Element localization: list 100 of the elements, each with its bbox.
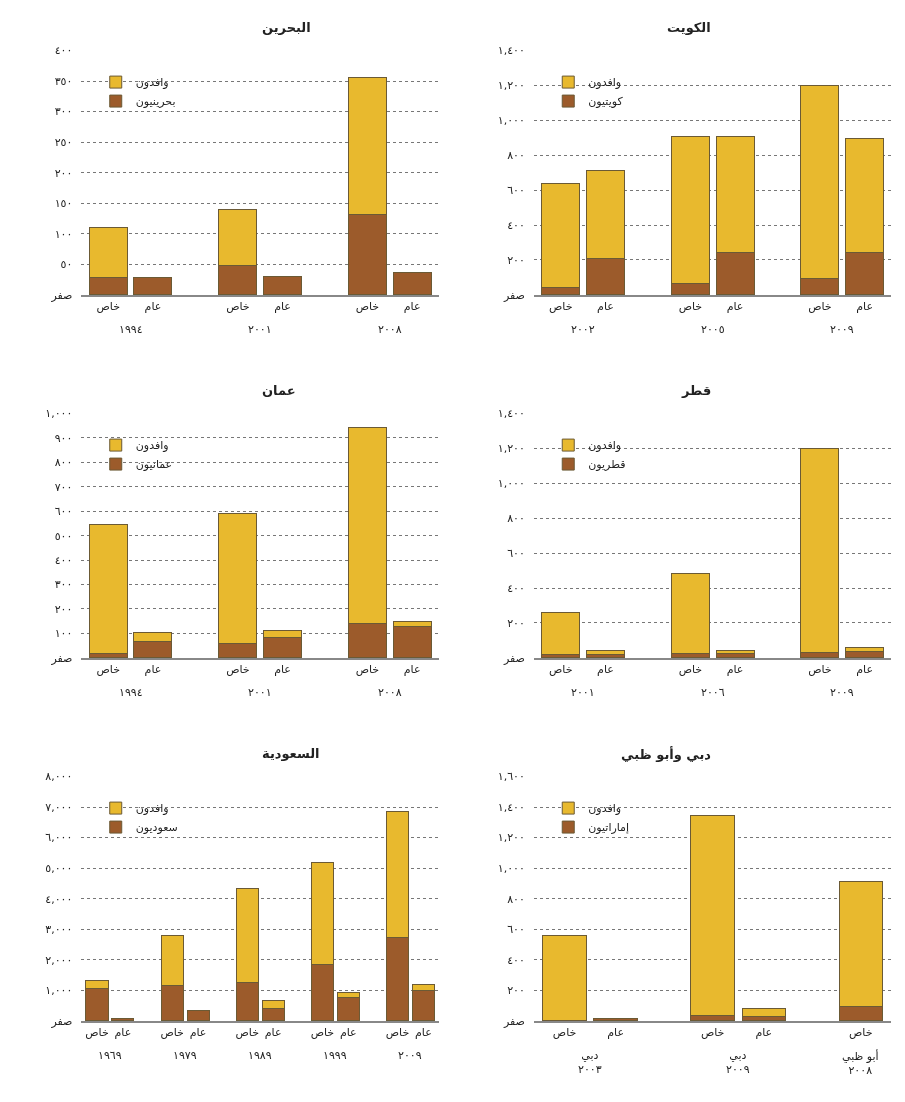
y-tick-label: ١,٦٠٠ — [497, 770, 525, 784]
y-tick-label: ١٠٠ — [54, 627, 73, 641]
y-tick-label: ٣٠٠ — [54, 578, 73, 592]
legend-label: وافدون — [588, 439, 622, 453]
legend-label: إماراتيون — [588, 821, 630, 835]
y-tick-label: ١,٢٠٠ — [497, 79, 525, 93]
x-tick-label: عام — [114, 1025, 132, 1039]
legend-label: سعوديون — [135, 821, 178, 835]
x-tick-label: عام — [415, 1025, 432, 1039]
y-tick-label: ٢٠٠ — [507, 984, 525, 998]
x-tick-label: عام — [264, 1025, 282, 1039]
y-tick-label: ٧٠٠ — [54, 480, 73, 494]
legend-label: كويتيون — [588, 95, 624, 109]
y-tick-label: ٦,٠٠٠ — [45, 831, 73, 845]
legend-label: وافدون — [588, 802, 622, 816]
y-tick-label: ٢,٠٠٠ — [45, 953, 73, 967]
chart-title: الكويت — [667, 20, 711, 35]
legend-label: بحرينيون — [135, 95, 176, 109]
y-tick-label: ٣,٠٠٠ — [45, 923, 73, 937]
x-tick-label: خاص — [808, 299, 832, 313]
y-tick-label: ٤٠٠ — [54, 553, 73, 567]
y-tick-label: صفر — [50, 1014, 73, 1028]
x-tick-label: خاص — [552, 1025, 577, 1039]
text: ٢٠٠٥ — [701, 323, 725, 336]
x-tick-label: عام — [144, 299, 162, 313]
legend-label: وافدون — [135, 439, 169, 453]
text: دبي ٢٠٠٣ — [578, 1049, 602, 1077]
x-tick-label: عام — [189, 1025, 207, 1039]
x-tick-label: عام — [274, 299, 291, 313]
y-tick-label: ١,٢٠٠ — [497, 442, 525, 456]
x-tick-label: عام — [339, 1025, 357, 1039]
y-tick-label: ٥,٠٠٠ — [45, 861, 73, 875]
x-tick-label: خاص — [96, 299, 120, 313]
y-tick-label: ١,٠٠٠ — [497, 114, 525, 128]
text: ١٩٩٤ — [119, 323, 143, 336]
text: ٢٠٠٢ — [571, 323, 595, 336]
text: أبو ظبي ٢٠٠٨ — [842, 1049, 879, 1078]
x-tick-label: خاص — [235, 1025, 259, 1039]
x-tick-label: عام — [144, 662, 162, 676]
text: ١٩٩٩ — [323, 1049, 347, 1062]
chart-title: قطر — [681, 383, 712, 398]
y-tick-label: ٥٠٠ — [54, 529, 73, 543]
text: ٢٠٠٨ — [378, 323, 402, 336]
y-tick-label: ٨٠٠ — [507, 512, 525, 526]
x-tick-label: عام — [597, 662, 614, 676]
text: ٢٠٠١ — [248, 323, 272, 336]
y-tick-label: ١,٠٠٠ — [497, 477, 525, 491]
x-tick-label: عام — [856, 299, 873, 313]
x-tick-label: عام — [403, 662, 421, 676]
y-tick-label: ٤٠٠ — [54, 44, 73, 58]
legend-label: وافدون — [135, 76, 169, 90]
text: دبي ٢٠٠٩ — [726, 1049, 750, 1077]
legend-label: قطريون — [588, 458, 626, 472]
x-tick-label: خاص — [355, 299, 380, 313]
x-tick-label: خاص — [808, 662, 832, 676]
text: ٢٠٠٨ — [378, 686, 402, 699]
chart-title: البحرين — [262, 20, 311, 35]
x-tick-label: خاص — [678, 662, 703, 676]
x-tick-label: عام — [403, 299, 421, 313]
y-tick-label: ٢٠٠ — [54, 602, 73, 616]
x-tick-label: خاص — [96, 662, 120, 676]
y-tick-label: صفر — [502, 288, 525, 302]
chart-title: عمان — [262, 383, 296, 398]
x-tick-label: خاص — [678, 299, 703, 313]
text: ١٩٨٩ — [248, 1049, 272, 1062]
y-tick-label: ٢٠٠ — [507, 616, 525, 630]
legend-label: وافدون — [588, 76, 622, 90]
chart-title: السعودية — [262, 746, 320, 761]
x-tick-label: خاص — [355, 662, 380, 676]
x-tick-label: خاص — [310, 1025, 335, 1039]
text: ١٩٦٩ — [98, 1049, 122, 1062]
y-tick-label: ٨٠٠ — [507, 149, 525, 163]
text: ٢٠٠٩ — [398, 1049, 422, 1062]
y-tick-label: ١,٤٠٠ — [497, 44, 525, 58]
y-tick-label: ٤٠٠ — [507, 218, 525, 232]
text: ١٩٧٩ — [173, 1049, 197, 1062]
x-tick-label: خاص — [700, 1025, 725, 1039]
text: ٢٠٠٩ — [830, 323, 854, 336]
y-tick-label: ٣٠٠ — [54, 105, 73, 119]
y-tick-label: ٨٠٠ — [507, 892, 525, 906]
x-tick-label: عام — [726, 299, 744, 313]
x-tick-label: خاص — [226, 299, 250, 313]
x-tick-label: عام — [755, 1025, 773, 1039]
y-tick-label: صفر — [50, 651, 73, 665]
y-tick-label: ٢٥٠ — [54, 135, 73, 149]
text: ٢٠٠١ — [571, 686, 595, 699]
y-tick-label: ١٥٠ — [54, 197, 73, 211]
y-tick-label: ٨٠٠ — [54, 456, 73, 470]
x-tick-label: عام — [726, 662, 744, 676]
y-tick-label: ٢٠٠ — [54, 166, 73, 180]
y-tick-label: ٨,٠٠٠ — [45, 770, 73, 784]
x-tick-label: عام — [597, 299, 614, 313]
x-tick-label: خاص — [549, 662, 573, 676]
x-tick-label: خاص — [385, 1025, 410, 1039]
legend-label: وافدون — [135, 802, 169, 816]
y-tick-label: ٤٠٠ — [507, 581, 525, 595]
y-tick-label: ٦٠٠ — [54, 505, 73, 519]
x-tick-label: عام — [856, 662, 873, 676]
text: ٢٠٠٦ — [701, 686, 725, 699]
y-tick-label: ١,٢٠٠ — [497, 831, 525, 845]
